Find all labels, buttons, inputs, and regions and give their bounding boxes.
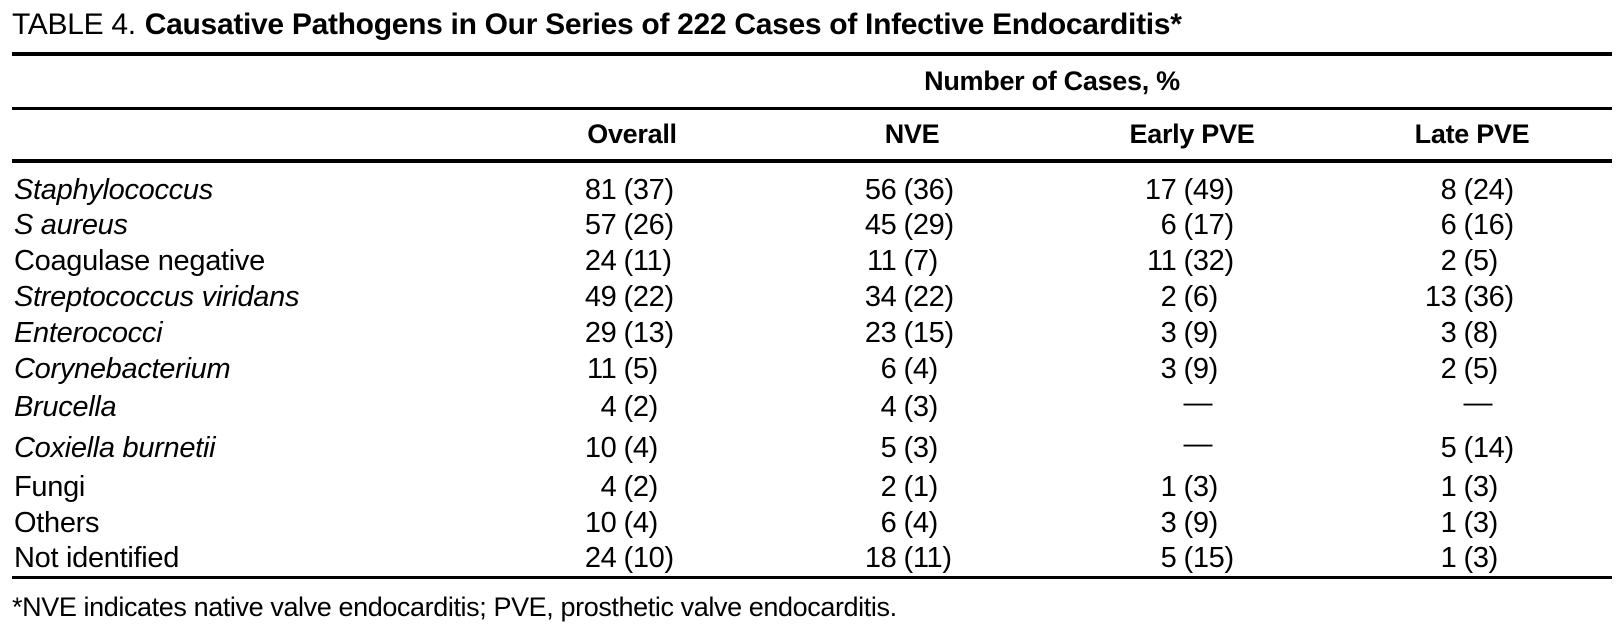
empty-header-cell — [12, 54, 492, 110]
cell-late-pve: 3 (8) — [1440, 316, 1499, 349]
cell-early-pve: 5 (15) — [1052, 541, 1332, 579]
cell-overall: 57 (26) — [584, 208, 674, 241]
cell-early-pve: 3 (9) — [1160, 352, 1219, 385]
cell-nve: 45 (29) — [864, 208, 954, 241]
span-header-number-of-cases: Number of Cases, % — [492, 54, 1612, 110]
row-label: S aureus — [14, 208, 128, 241]
cell-nve: 2 (1) — [880, 470, 939, 503]
row-label: Staphylococcus — [14, 173, 213, 206]
cell-nve: 23 (15) — [864, 316, 954, 349]
cell-nve: 6 (4) — [880, 506, 939, 539]
column-header-early-pve: Early PVE — [1052, 108, 1332, 163]
cell-early-pve: 11 (32) — [1146, 244, 1234, 277]
column-header-nve: NVE — [772, 108, 1052, 163]
table-footnote: *NVE indicates native valve endocarditis… — [12, 591, 897, 622]
cell-nve: 34 (22) — [864, 280, 954, 313]
cell-overall: 4 (2) — [600, 391, 659, 423]
table-row: Streptococcus viridans 49 (22) 34 (22) 2 (6… — [12, 279, 1612, 315]
cell-early-pve: 3 (9) — [1160, 316, 1219, 349]
column-header-overall: Overall — [492, 108, 772, 163]
cell-nve: 11 (7) — [866, 244, 939, 277]
cell-nve: 4 (3) — [880, 391, 939, 423]
cell-overall: 24 (11) — [584, 244, 672, 277]
cell-early-pve: — — [1183, 428, 1213, 460]
table-row: Others 10 (4) 6 (4) 3 (9) 1 (3) — [12, 505, 1612, 541]
table-row: Brucella 4 (2) 4 (3) — — — [12, 387, 1612, 428]
cell-late-pve: 6 (16) — [1440, 208, 1515, 241]
table-number-label: TABLE 4. — [12, 8, 136, 41]
cell-overall: 49 (22) — [584, 280, 674, 313]
table-title: TABLE 4. Causative Pathogens in Our Serie… — [12, 0, 1612, 52]
cell-overall: 24 (10) — [492, 541, 772, 579]
row-label: Not identified — [12, 541, 492, 579]
cell-overall: 10 (4) — [584, 432, 659, 464]
row-label: Corynebacterium — [14, 352, 231, 385]
row-label: Brucella — [14, 391, 117, 423]
cell-early-pve: — — [1183, 387, 1213, 419]
table-row: Coagulase negative 24 (11) 11 (7) 11 (32) 2… — [12, 243, 1612, 279]
cell-overall: 10 (4) — [584, 506, 659, 539]
pathogens-table: Number of Cases, % Overall NVE Early PVE… — [12, 52, 1612, 579]
cell-early-pve: 6 (17) — [1160, 208, 1235, 241]
cell-late-pve: 8 (24) — [1440, 173, 1515, 206]
table-row: S aureus 57 (26) 45 (29) 6 (17) 6 (16) — [12, 207, 1612, 243]
row-label: Coxiella burnetii — [14, 432, 216, 464]
row-label: Fungi — [14, 470, 86, 503]
cell-overall: 4 (2) — [600, 470, 659, 503]
table-row: Staphylococcus 81 (37) 56 (36) 17 (49) 8 (24… — [12, 161, 1612, 207]
cell-early-pve: 2 (6) — [1160, 280, 1219, 313]
cell-nve: 6 (4) — [880, 352, 939, 385]
cell-overall: 11 (5) — [586, 352, 659, 385]
cell-late-pve: 1 (3) — [1440, 470, 1499, 503]
span-header-row: Number of Cases, % — [12, 54, 1612, 110]
cell-late-pve: 2 (5) — [1440, 352, 1499, 385]
table-row: Not identified 24 (10) 18 (11) 5 (15) 1 (3) — [12, 541, 1612, 579]
row-label: Enterococci — [14, 316, 163, 349]
cell-overall: 81 (37) — [584, 173, 674, 206]
cell-nve: 18 (11) — [772, 541, 1052, 579]
row-label: Others — [14, 506, 100, 539]
table-row: Fungi 4 (2) 2 (1) 1 (3) 1 (3) — [12, 469, 1612, 505]
table-title-text: Causative Pathogens in Our Series of 222… — [144, 8, 1182, 41]
cell-late-pve: — — [1463, 387, 1493, 419]
cell-late-pve: 2 (5) — [1440, 244, 1499, 277]
cell-late-pve: 1 (3) — [1440, 506, 1499, 539]
cell-late-pve: 5 (14) — [1440, 432, 1515, 464]
table-row: Coxiella burnetii 10 (4) 5 (3) — 5 (14) — [12, 428, 1612, 469]
column-header-late-pve: Late PVE — [1332, 108, 1612, 163]
empty-header-cell — [12, 108, 492, 163]
table-row: Enterococci 29 (13) 23 (15) 3 (9) 3 (8) — [12, 315, 1612, 351]
row-label: Coagulase negative — [14, 244, 265, 277]
cell-nve: 5 (3) — [880, 432, 939, 464]
cell-overall: 29 (13) — [584, 316, 674, 349]
cell-late-pve: 13 (36) — [1424, 280, 1514, 313]
cell-early-pve: 3 (9) — [1160, 506, 1219, 539]
cell-late-pve: 1 (3) — [1332, 541, 1612, 579]
cell-early-pve: 17 (49) — [1144, 173, 1234, 206]
column-header-row: Overall NVE Early PVE Late PVE — [12, 108, 1612, 163]
cell-nve: 56 (36) — [864, 173, 954, 206]
row-label: Streptococcus viridans — [14, 280, 300, 313]
table-row: Corynebacterium 11 (5) 6 (4) 3 (9) 2 (5) — [12, 351, 1612, 387]
cell-early-pve: 1 (3) — [1160, 470, 1219, 503]
